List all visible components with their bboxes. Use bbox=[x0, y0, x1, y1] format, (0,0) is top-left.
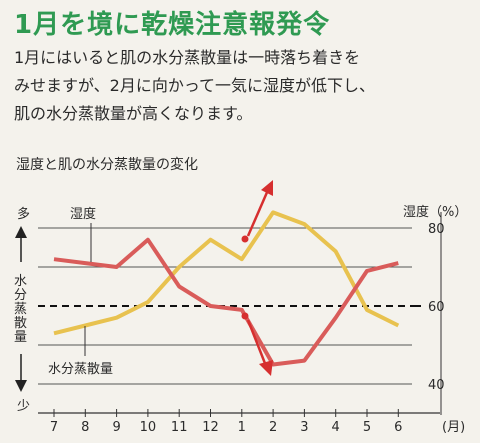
left-axis-label-char: 水 bbox=[14, 274, 27, 289]
headline: 1月を境に乾燥注意報発令 bbox=[14, 10, 331, 40]
right-tick-label: 60 bbox=[428, 300, 445, 315]
left-axis-label-char: 散 bbox=[14, 316, 27, 331]
x-tick-label: 10 bbox=[140, 420, 157, 435]
left-arrow-up-head bbox=[15, 226, 27, 238]
left-arrow-down-head bbox=[15, 380, 27, 392]
humidity-line bbox=[53, 210, 400, 336]
body-line-2: みせますが、2月に向かって一気に湿度が低下し、 bbox=[14, 76, 376, 95]
left-axis-label-char: 量 bbox=[14, 330, 27, 345]
body-line-3: 肌の水分蒸散量が高くなります。 bbox=[14, 104, 253, 123]
x-tick-label: 5 bbox=[363, 420, 371, 435]
x-tick-label: 7 bbox=[50, 420, 58, 435]
x-tick-label: 1 bbox=[238, 420, 246, 435]
chart-title: 湿度と肌の水分蒸散量の変化 bbox=[16, 157, 198, 173]
x-tick-label: 9 bbox=[112, 420, 120, 435]
transpiration-line bbox=[53, 237, 399, 367]
left-axis-label-char: 分 bbox=[14, 288, 27, 303]
x-tick-label: 6 bbox=[394, 420, 402, 435]
x-unit-label: (月) bbox=[442, 420, 465, 435]
x-tick-label: 11 bbox=[171, 420, 188, 435]
body-text: 1月にはいると肌の水分蒸散量は一時落ち着きを みせますが、2月に向かって一気に湿… bbox=[14, 44, 474, 128]
x-tick-label: 3 bbox=[300, 420, 308, 435]
right-tick-label: 40 bbox=[428, 378, 445, 393]
right-tick-label: 80 bbox=[428, 222, 445, 237]
x-tick-label: 8 bbox=[81, 420, 89, 435]
arrow-up-shaft bbox=[246, 189, 270, 237]
right-axis-label: 湿度（%） bbox=[403, 204, 467, 220]
arrow-down-head bbox=[259, 360, 273, 376]
arrow-down-dot bbox=[241, 312, 249, 320]
transpiration-series-label: 水分蒸散量 bbox=[48, 362, 113, 377]
arrow-up-head bbox=[261, 180, 273, 196]
body-line-1: 1月にはいると肌の水分蒸散量は一時落ち着きを bbox=[14, 48, 361, 67]
left-axis-top-label: 多 bbox=[17, 206, 30, 222]
x-tick-label: 4 bbox=[332, 420, 340, 435]
arrow-down-shaft bbox=[246, 319, 268, 367]
x-tick-label: 12 bbox=[202, 420, 219, 435]
left-axis-bottom-label: 少 bbox=[17, 399, 30, 414]
x-tick-label: 2 bbox=[269, 420, 277, 435]
humidity-series-label: 湿度 bbox=[70, 206, 96, 222]
arrow-up-dot bbox=[241, 235, 249, 243]
left-axis-label-char: 蒸 bbox=[14, 302, 27, 317]
